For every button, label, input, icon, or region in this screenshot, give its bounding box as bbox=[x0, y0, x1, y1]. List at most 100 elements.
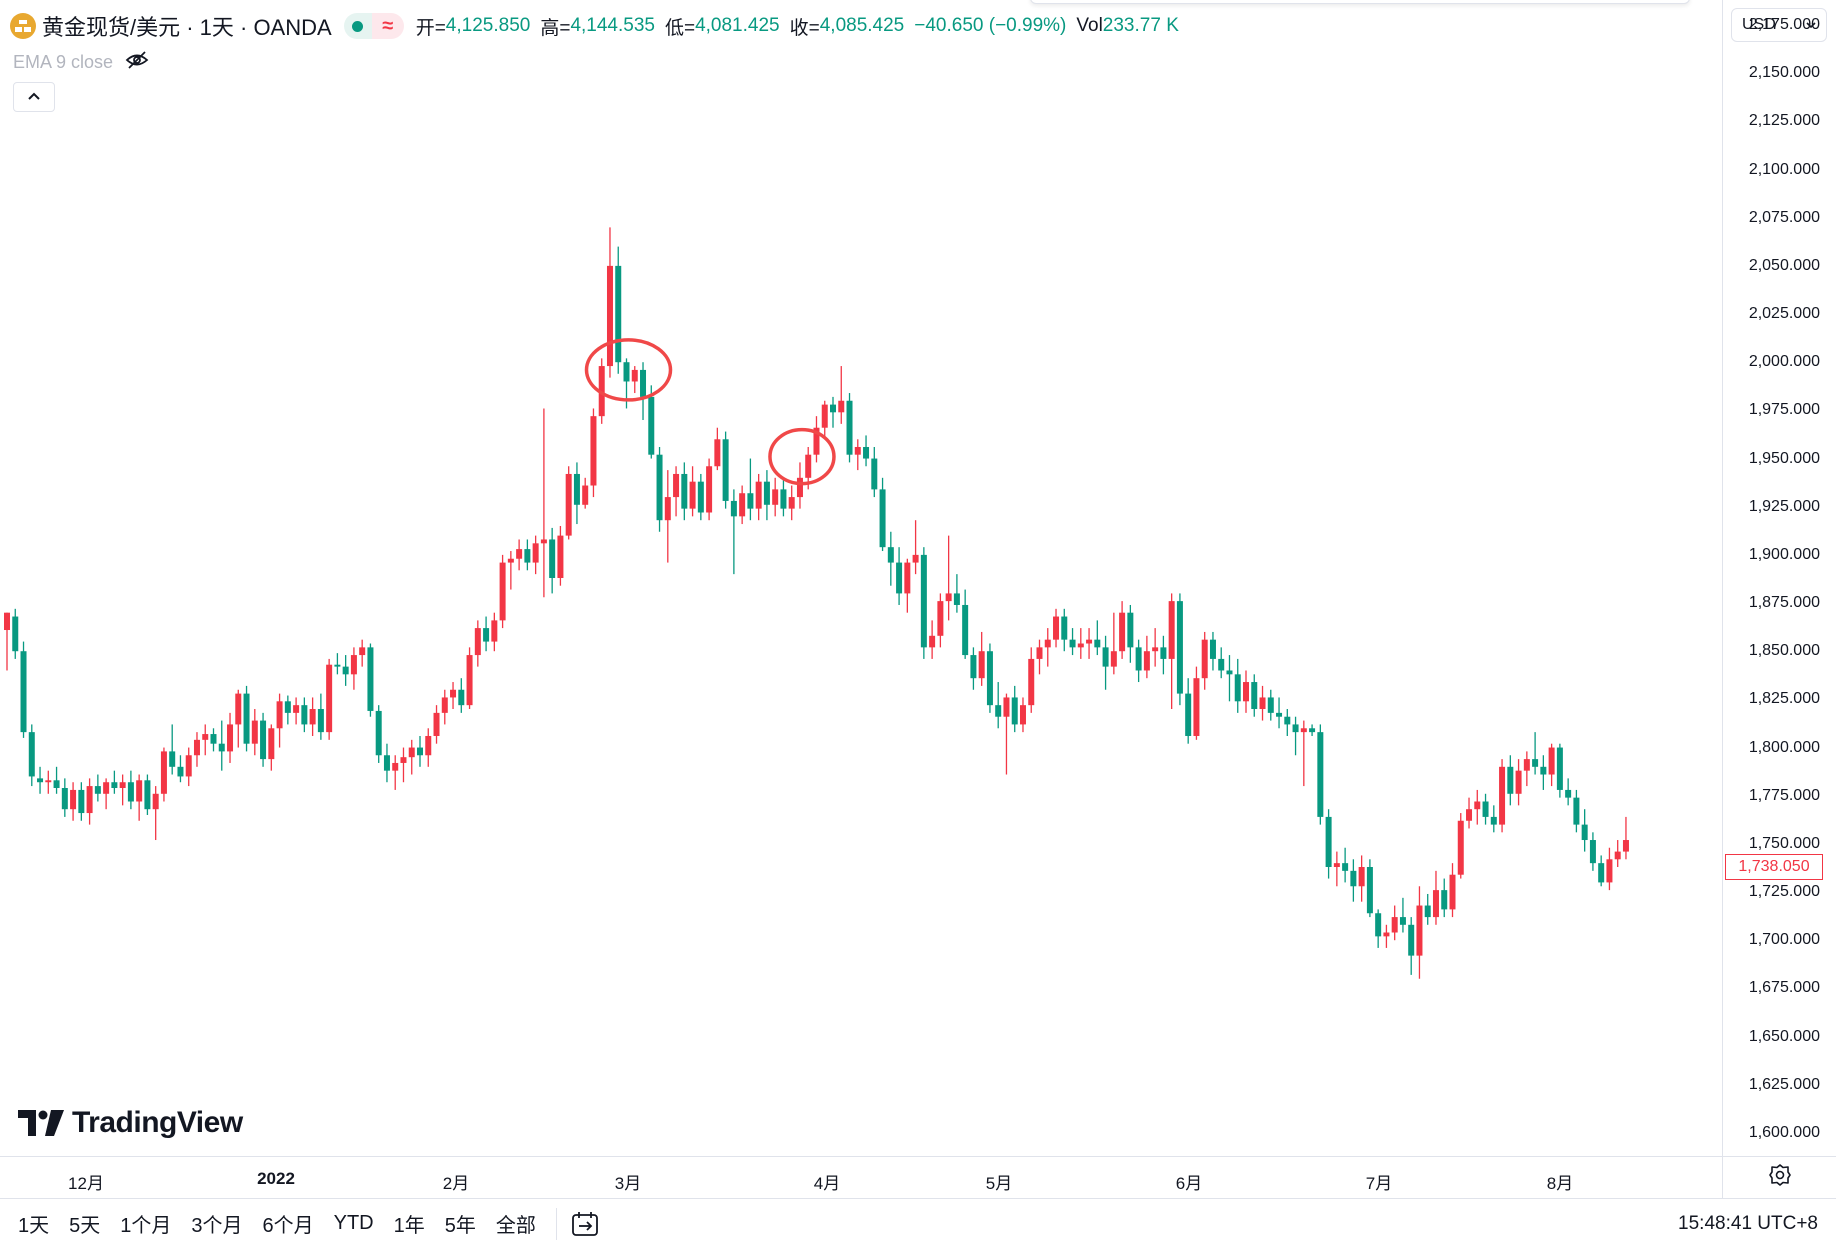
candle bbox=[1457, 813, 1464, 879]
chart-settings-corner[interactable] bbox=[1722, 1156, 1836, 1198]
candle-body bbox=[1019, 705, 1026, 725]
candle-body bbox=[1119, 612, 1126, 652]
time-tick: 2022 bbox=[257, 1169, 295, 1188]
close-label: 收= bbox=[789, 17, 820, 39]
candle bbox=[276, 693, 283, 748]
candle bbox=[1565, 778, 1572, 806]
candle-body bbox=[1234, 674, 1241, 702]
price-tick: 2,075.000 bbox=[1748, 208, 1820, 226]
candle bbox=[846, 393, 853, 463]
range-button[interactable]: 1个月 bbox=[120, 1215, 172, 1237]
candle bbox=[838, 366, 845, 424]
candle-body bbox=[697, 481, 704, 513]
candle bbox=[193, 732, 200, 767]
price-axis[interactable]: USD 2,175.000 2,150.000 2,125.000 2,100.000… bbox=[1722, 0, 1836, 1156]
tradingview-logo[interactable]: TradingView bbox=[18, 1106, 243, 1140]
time-axis[interactable]: 12月 2022 2月 3月 4月 5月 6月 7月 8月 bbox=[0, 1156, 1722, 1198]
candle-body bbox=[549, 539, 556, 578]
candle bbox=[854, 439, 861, 471]
candle bbox=[152, 786, 159, 841]
candle-body bbox=[656, 454, 663, 521]
range-button[interactable]: 3个月 bbox=[191, 1215, 243, 1237]
candle bbox=[673, 466, 680, 517]
candle-body bbox=[144, 780, 151, 810]
candle-body bbox=[243, 693, 250, 744]
candle-body bbox=[193, 739, 200, 756]
candle-body bbox=[127, 782, 134, 802]
candle-body bbox=[1127, 612, 1134, 648]
candle bbox=[714, 427, 721, 471]
clock-readout[interactable]: 15:48:41 UTC+8 bbox=[1678, 1213, 1818, 1234]
price-tick: 1,925.000 bbox=[1748, 497, 1820, 515]
candle-body bbox=[359, 647, 366, 656]
candle bbox=[730, 489, 737, 575]
candle bbox=[1432, 870, 1439, 925]
market-status-pill[interactable]: ≈ bbox=[343, 13, 404, 39]
candle-body bbox=[1565, 789, 1572, 798]
indicator-ema[interactable]: EMA 9 close bbox=[13, 50, 149, 75]
range-button[interactable]: YTD bbox=[333, 1212, 374, 1234]
candle-body bbox=[582, 485, 589, 505]
candle bbox=[590, 408, 597, 498]
candle-body bbox=[1284, 716, 1291, 725]
candle bbox=[1201, 631, 1208, 690]
candle bbox=[78, 782, 85, 821]
range-button[interactable]: 1年 bbox=[393, 1215, 425, 1237]
candle-body bbox=[1168, 601, 1175, 659]
candle-body bbox=[945, 593, 952, 602]
currency-selector[interactable]: USD bbox=[1731, 8, 1827, 42]
collapse-legend-button[interactable] bbox=[13, 82, 55, 112]
candle bbox=[45, 770, 52, 794]
candle-body bbox=[1416, 905, 1423, 956]
candle-body bbox=[1589, 840, 1596, 864]
candle bbox=[350, 647, 357, 690]
candle bbox=[813, 416, 820, 463]
candle-body bbox=[1135, 647, 1142, 671]
candle-body bbox=[1424, 905, 1431, 918]
price-tick: 1,850.000 bbox=[1748, 642, 1820, 660]
candle bbox=[400, 747, 407, 783]
range-button[interactable]: 6个月 bbox=[262, 1215, 314, 1237]
candle-body bbox=[1515, 770, 1522, 794]
candle-body bbox=[268, 728, 275, 760]
gear-icon[interactable] bbox=[1768, 1163, 1792, 1192]
candle bbox=[1243, 670, 1249, 713]
candle bbox=[227, 712, 234, 763]
range-button[interactable]: 5天 bbox=[69, 1215, 101, 1237]
candle bbox=[474, 620, 481, 667]
range-button[interactable]: 5年 bbox=[444, 1215, 476, 1237]
symbol-title[interactable]: 黄金现货/美元 · 1天 · OANDA bbox=[42, 15, 332, 40]
candle bbox=[301, 697, 308, 733]
candle bbox=[383, 743, 390, 783]
candle bbox=[1424, 893, 1431, 925]
candle-body bbox=[706, 466, 713, 513]
open-label: 开= bbox=[415, 17, 446, 39]
candle-body bbox=[615, 265, 622, 363]
candle bbox=[1614, 840, 1621, 867]
candle bbox=[1135, 639, 1142, 683]
chart-pane[interactable]: 黄金现货/美元 · 1天 · OANDA ≈ 开= 4,125.850 高= 4… bbox=[0, 0, 1722, 1156]
range-button[interactable]: 1天 bbox=[18, 1215, 50, 1237]
candle bbox=[896, 547, 903, 605]
goto-date-icon[interactable] bbox=[571, 1210, 601, 1238]
candle-body bbox=[1350, 870, 1357, 887]
high-label: 高= bbox=[540, 17, 571, 39]
range-button[interactable]: 全部 bbox=[495, 1215, 536, 1237]
candlestick-chart[interactable] bbox=[0, 0, 1722, 1156]
candle-body bbox=[1333, 863, 1340, 867]
candle-body bbox=[202, 734, 209, 740]
candle bbox=[375, 705, 382, 763]
candle bbox=[706, 458, 713, 521]
candle-body bbox=[45, 780, 52, 783]
annotation-circle[interactable] bbox=[768, 427, 836, 486]
candle bbox=[392, 755, 399, 790]
candle bbox=[763, 470, 770, 521]
annotation-circle[interactable] bbox=[584, 338, 673, 402]
candle bbox=[772, 477, 779, 517]
hidden-eye-icon[interactable] bbox=[125, 50, 149, 75]
candle-body bbox=[1532, 759, 1539, 767]
price-tick: 1,775.000 bbox=[1748, 786, 1820, 804]
candle bbox=[1160, 635, 1167, 675]
candle bbox=[268, 724, 275, 771]
candle-body bbox=[251, 720, 258, 744]
